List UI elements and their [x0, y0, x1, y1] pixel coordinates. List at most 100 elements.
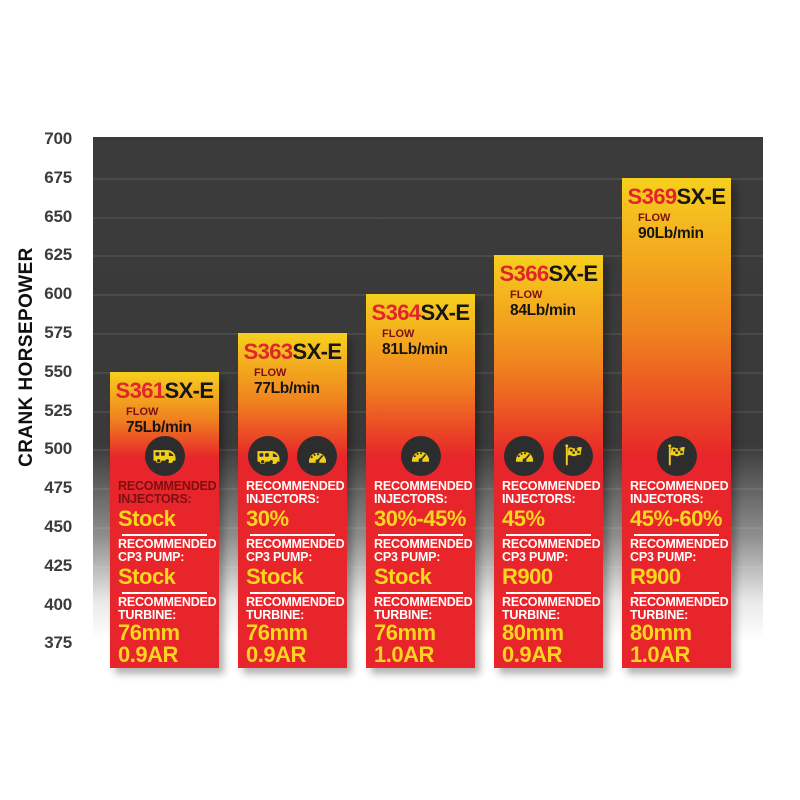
- turbine-section: RECOMMENDED TURBINE: 76mm 0.9AR: [110, 594, 219, 667]
- usage-icons-row: [238, 436, 347, 476]
- y-tick-label: 600: [44, 284, 72, 304]
- turbine-label: RECOMMENDED TURBINE:: [502, 594, 601, 622]
- flow-value: 81Lb/min: [382, 341, 448, 359]
- flag-icon: [656, 435, 697, 476]
- bar-model-title: S369SX-E: [622, 183, 731, 209]
- gridline: [93, 177, 763, 180]
- y-tick-label: 400: [44, 594, 72, 614]
- gridline: [93, 216, 763, 219]
- divider: [634, 533, 719, 536]
- y-tick-label: 525: [44, 400, 72, 420]
- model-number: S366: [499, 261, 550, 287]
- cp3-pump-section: RECOMMENDED CP3 PUMP: Stock: [238, 538, 347, 590]
- bar-header: S364SX-E FLOW 81Lb/min: [366, 294, 475, 359]
- cp3-pump-value: Stock: [374, 563, 432, 589]
- y-tick-label: 375: [44, 633, 72, 653]
- flow-label: FLOW: [638, 211, 671, 224]
- flow-value: 75Lb/min: [126, 418, 192, 436]
- turbine-section: RECOMMENDED TURBINE: 76mm 0.9AR: [238, 596, 347, 666]
- divider: [506, 591, 591, 594]
- divider: [634, 591, 719, 594]
- cp3-pump-label: RECOMMENDED CP3 PUMP:: [374, 536, 473, 564]
- model-number: S369: [627, 183, 678, 209]
- usage-icons-row: [366, 435, 475, 476]
- turbo-bar-s369: S369SX-E FLOW 90Lb/min RECOMMENDED INJECT…: [622, 177, 731, 668]
- y-axis: 700 675 650 625 600 575 550 525 500 475 450 425 400 3…: [0, 0, 86, 800]
- bar-spec-section: RECOMMENDED INJECTORS: 30%-45% RECOMMENDE…: [366, 435, 475, 668]
- bar-header: S363SX-E FLOW 77Lb/min: [238, 333, 347, 398]
- cp3-pump-value: R900: [630, 563, 681, 589]
- bar-header: S369SX-E FLOW 90Lb/min: [622, 178, 731, 242]
- flow-value: 90Lb/min: [638, 224, 704, 242]
- turbine-label: RECOMMENDED TURBINE:: [118, 594, 217, 622]
- flow-value: 84Lb/min: [510, 302, 576, 320]
- camper-icon: [144, 435, 185, 476]
- divider: [378, 533, 463, 536]
- flow-label: FLOW: [126, 405, 159, 418]
- cp3-pump-section: RECOMMENDED CP3 PUMP: Stock: [366, 536, 475, 590]
- turbine-label: RECOMMENDED TURBINE:: [246, 595, 345, 622]
- bar-header: S366SX-E FLOW 84Lb/min: [494, 255, 603, 320]
- model-series: SX-E: [420, 300, 471, 326]
- injectors-section: RECOMMENDED INJECTORS: 45%: [494, 478, 603, 532]
- flow-label: FLOW: [254, 367, 287, 379]
- divider: [122, 533, 207, 536]
- injectors-section: RECOMMENDED INJECTORS: 30%-45%: [366, 478, 475, 532]
- turbo-bar-s364: S364SX-E FLOW 81Lb/min RECOMMENDED INJECT…: [366, 294, 475, 668]
- gauge-icon: [400, 435, 441, 476]
- model-series: SX-E: [164, 377, 215, 403]
- cp3-pump-label: RECOMMENDED CP3 PUMP:: [630, 536, 729, 564]
- gauge-icon: [504, 435, 544, 476]
- injectors-label: RECOMMENDED INJECTORS:: [502, 478, 601, 506]
- y-tick-label: 675: [44, 167, 72, 187]
- cp3-pump-label: RECOMMENDED CP3 PUMP:: [118, 536, 217, 564]
- gauge-icon: [297, 436, 337, 476]
- turbine-value: 80mm 0.9AR: [502, 619, 564, 667]
- turbo-bar-s363: S363SX-E FLOW 77Lb/min RECOMMENDED INJECT…: [238, 333, 347, 668]
- cp3-pump-value: Stock: [118, 563, 176, 589]
- flow-label: FLOW: [510, 289, 543, 302]
- divider: [506, 533, 591, 536]
- divider: [378, 591, 463, 594]
- turbine-value: 76mm 0.9AR: [246, 620, 308, 667]
- turbo-bar-s361: S361SX-E FLOW 75Lb/min RECOMMENDED INJECT…: [110, 371, 219, 668]
- turbo-bar-s366: S366SX-E FLOW 84Lb/min RECOMMENDED INJECT…: [494, 255, 603, 668]
- bar-model-title: S364SX-E: [366, 301, 475, 325]
- turbine-section: RECOMMENDED TURBINE: 80mm 1.0AR: [622, 594, 731, 667]
- y-tick-label: 650: [44, 206, 72, 226]
- flag-icon: [553, 435, 593, 476]
- y-tick-label: 500: [44, 439, 72, 459]
- turbine-value: 76mm 0.9AR: [118, 619, 180, 667]
- turbine-section: RECOMMENDED TURBINE: 80mm 0.9AR: [494, 594, 603, 667]
- bar-spec-section: RECOMMENDED INJECTORS: 45% RECOMMENDED CP3…: [494, 435, 603, 668]
- bar-spec-section: RECOMMENDED INJECTORS: 30% RECOMMENDED CP3…: [238, 436, 347, 668]
- camper-icon: [248, 436, 288, 476]
- cp3-pump-section: RECOMMENDED CP3 PUMP: Stock: [110, 536, 219, 590]
- injectors-label: RECOMMENDED INJECTORS:: [246, 479, 345, 506]
- turbine-label: RECOMMENDED TURBINE:: [374, 594, 473, 622]
- gridline: [93, 255, 763, 258]
- plot-area: S361SX-E FLOW 75Lb/min RECOMMENDED INJECT…: [93, 137, 763, 677]
- y-tick-label: 425: [44, 555, 72, 575]
- injectors-value: 30%-45%: [374, 505, 466, 531]
- usage-icons-row: [494, 435, 603, 476]
- cp3-pump-section: RECOMMENDED CP3 PUMP: R900: [494, 536, 603, 590]
- divider: [250, 534, 335, 536]
- y-tick-label: 475: [44, 478, 72, 498]
- y-tick-label: 575: [44, 323, 72, 342]
- cp3-pump-label: RECOMMENDED CP3 PUMP:: [502, 536, 601, 564]
- model-series: SX-E: [676, 183, 727, 209]
- model-series: SX-E: [548, 261, 599, 287]
- turbine-value: 80mm 1.0AR: [630, 619, 692, 667]
- y-tick-label: 625: [44, 245, 72, 265]
- usage-icons-row: [110, 435, 219, 476]
- bar-model-title: S363SX-E: [238, 340, 347, 364]
- bar-header: S361SX-E FLOW 75Lb/min: [110, 372, 219, 436]
- bar-model-title: S366SX-E: [494, 262, 603, 286]
- injectors-label: RECOMMENDED INJECTORS:: [374, 478, 473, 506]
- cp3-pump-label: RECOMMENDED CP3 PUMP:: [246, 537, 345, 564]
- model-number: S361: [115, 377, 166, 403]
- turbine-value: 76mm 1.0AR: [374, 619, 436, 667]
- turbine-label: RECOMMENDED TURBINE:: [630, 594, 729, 622]
